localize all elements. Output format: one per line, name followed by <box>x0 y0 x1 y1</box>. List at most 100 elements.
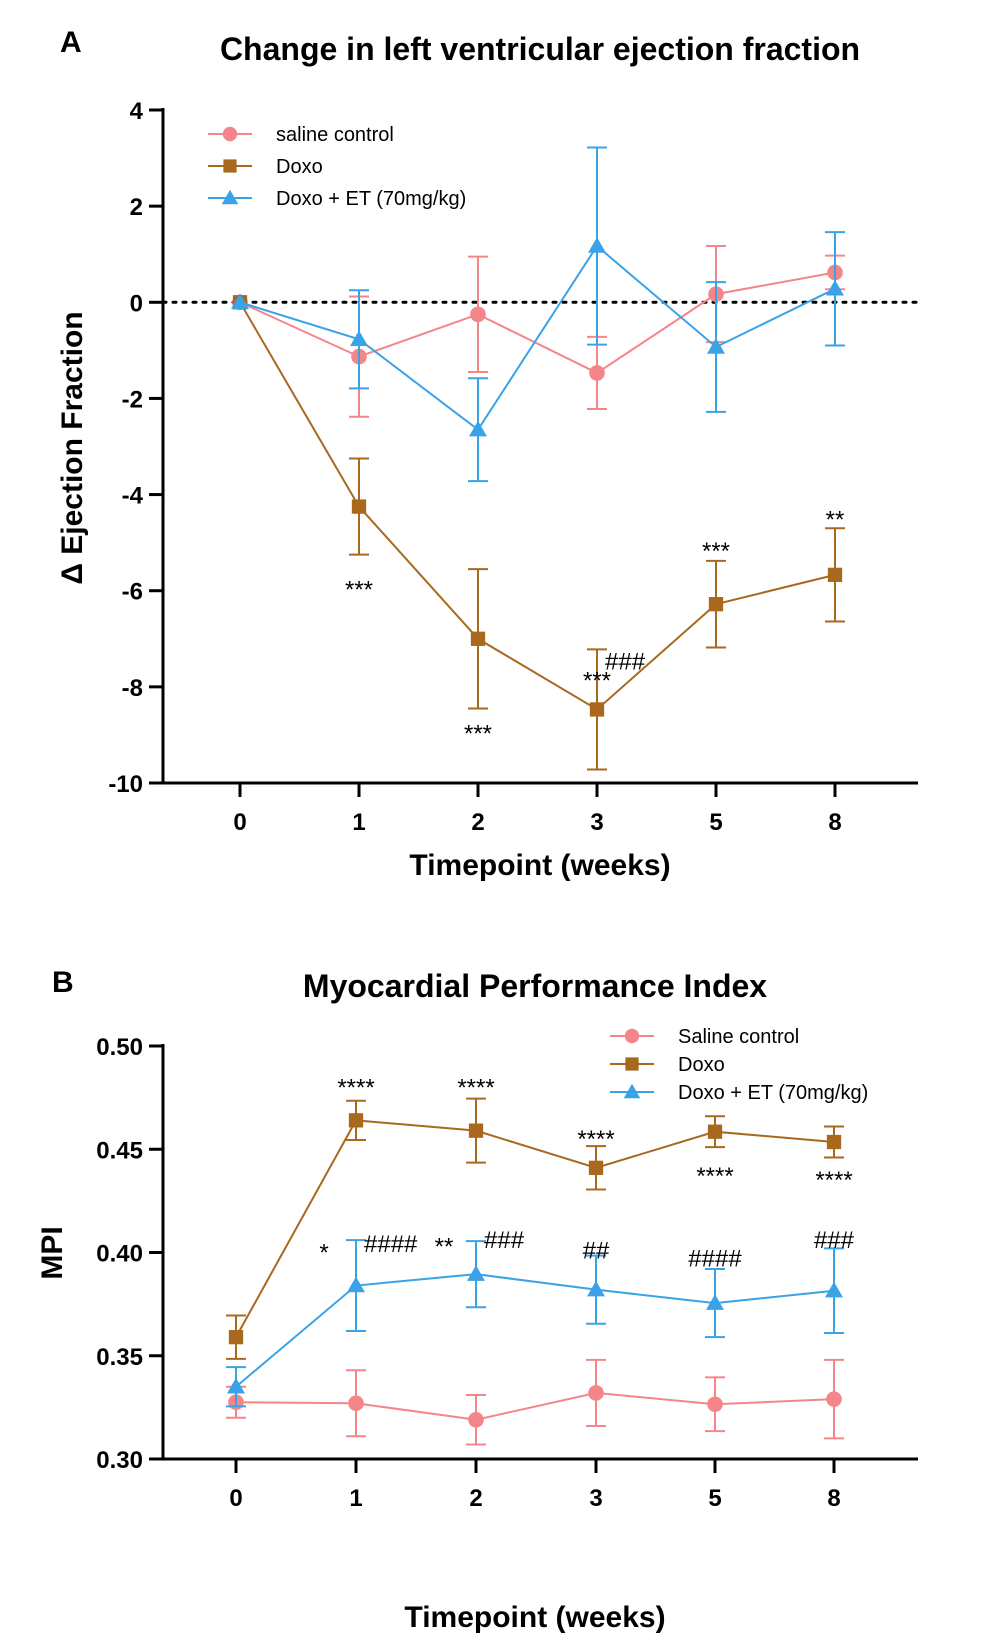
panel-a-legend-marker <box>221 189 239 205</box>
panel-a-y-axis-label: Δ Ejection Fraction <box>56 311 89 584</box>
panel-b-series-line <box>235 1119 835 1338</box>
panel-b-y-axis-label: MPI <box>36 1226 69 1279</box>
panel-a-significance-annotation: *** <box>464 721 492 748</box>
panel-a-x-tick-label: 2 <box>471 809 484 836</box>
panel-b-x-tick-label: 1 <box>349 1485 362 1512</box>
panel-a-chart: A Change in left ventricular ejection fra… <box>56 26 920 882</box>
panel-a-y-tick-label: -2 <box>122 386 143 413</box>
panel-b-x-tick-label: 3 <box>589 1485 602 1512</box>
panel-a-legend-label: Doxo + ET (70mg/kg) <box>276 188 466 210</box>
panel-b-significance-annotation: **** <box>696 1163 733 1190</box>
panel-a-legend-label: Doxo <box>276 156 323 178</box>
panel-a-data-point <box>827 567 843 583</box>
panel-b-data-point <box>348 1395 364 1412</box>
panel-b-chart: B Myocardial Performance Index 0.50 0.45 0.4… <box>36 966 918 1634</box>
panel-b-data-point <box>588 1385 604 1401</box>
panel-a-significance-annotation: *** <box>345 576 373 603</box>
panel-b-significance-annotation: #### <box>688 1246 742 1273</box>
panel-b-series-1 <box>226 1097 844 1360</box>
panel-b-data-point <box>228 1330 244 1345</box>
panel-b-data-point <box>706 1294 724 1310</box>
panel-a-x-tick-label: 8 <box>828 809 841 836</box>
panel-a-x-tick-label: 3 <box>590 809 603 836</box>
panel-a-title: Change in left ventricular ejection frac… <box>220 31 860 67</box>
panel-b-data-point <box>826 1134 842 1150</box>
panel-b-legend-label: Doxo <box>678 1054 725 1076</box>
panel-b-legend-label: Saline control <box>678 1026 799 1048</box>
panel-b-significance-annotation: **** <box>337 1074 374 1101</box>
panel-b-significance-annotation: ### <box>484 1227 525 1254</box>
panel-a-significance-annotation: ** <box>826 507 845 534</box>
panel-a-data-point <box>351 499 367 514</box>
panel-a-y-tick-label: -4 <box>122 483 144 510</box>
panel-a-series-line <box>239 244 836 432</box>
panel-b-y-tick-label: 0.30 <box>96 1447 143 1474</box>
panel-a-significance-annotation: *** <box>702 538 730 565</box>
panel-b-legend-marker <box>624 1028 640 1044</box>
panel-b-series-2 <box>226 1239 844 1408</box>
panel-b-y-tick-label: 0.40 <box>96 1241 143 1268</box>
panel-a-x-axis-label: Timepoint (weeks) <box>409 849 670 882</box>
panel-b-data-point <box>588 1160 604 1175</box>
panel-b-significance-annotation: * <box>319 1239 328 1266</box>
panel-a-series-line <box>239 271 836 375</box>
panel-a-letter: A <box>60 26 82 59</box>
panel-a-y-tick-label: 0 <box>130 290 143 317</box>
panel-a-data-point <box>708 597 724 612</box>
panel-a-data-point <box>589 365 605 381</box>
panel-a-legend-label: saline control <box>276 124 394 146</box>
panel-a-data-point <box>350 330 368 347</box>
panel-b-legend-marker <box>625 1057 639 1071</box>
panel-b-data-point <box>587 1280 605 1297</box>
panel-b-data-point <box>707 1396 723 1413</box>
panel-b-data-point <box>825 1281 843 1298</box>
panel-b-significance-annotation: ** <box>435 1233 454 1260</box>
panel-b-x-tick-label: 5 <box>708 1485 721 1512</box>
panel-b-significance-annotation: **** <box>577 1126 614 1153</box>
panel-b-x-axis-label: Timepoint (weeks) <box>404 1601 665 1634</box>
panel-a-y-tick-label: -10 <box>108 771 143 798</box>
panel-b-series-line <box>235 1273 835 1388</box>
panel-a-data-point <box>231 293 249 310</box>
panel-a-series-line <box>239 301 836 711</box>
panel-b-significance-annotation: #### <box>364 1231 418 1258</box>
panel-a-y-tick-label: -6 <box>122 579 143 606</box>
panel-a-y-tick-label: 2 <box>130 194 143 221</box>
panel-a-legend-marker <box>222 126 238 142</box>
panel-b-y-tick-label: 0.35 <box>96 1344 143 1371</box>
panel-b-series-line <box>235 1391 835 1421</box>
panel-b-significance-annotation: ## <box>583 1237 610 1264</box>
panel-a-data-point <box>469 420 487 437</box>
panel-b-data-point <box>348 1113 364 1128</box>
panel-a-x-tick-label: 0 <box>233 809 246 836</box>
panel-a-data-point <box>470 306 486 323</box>
panel-b-letter: B <box>52 966 74 999</box>
panel-b-data-point <box>468 1411 484 1428</box>
panel-a-data-point <box>589 702 605 717</box>
panel-b-data-point <box>707 1124 723 1139</box>
panel-b-series-0 <box>226 1358 844 1446</box>
panel-b-x-tick-label: 8 <box>827 1485 840 1512</box>
panel-b-y-tick-label: 0.50 <box>96 1034 143 1061</box>
panel-b-y-tick-label: 0.45 <box>96 1137 143 1164</box>
panel-b-legend-label: Doxo + ET (70mg/kg) <box>678 1082 868 1104</box>
panel-a-series-2 <box>231 146 845 483</box>
panel-a-significance-annotation: *** <box>583 668 611 695</box>
panel-a-data-point <box>826 279 844 296</box>
panel-b-data-point <box>468 1123 484 1138</box>
panel-b-significance-annotation: **** <box>815 1167 852 1194</box>
panel-a-significance-annotation: ### <box>605 648 646 675</box>
panel-a-y-tick-label: -8 <box>122 675 143 702</box>
panel-b-significance-annotation: ### <box>814 1227 855 1254</box>
panel-b-data-point <box>467 1265 485 1281</box>
panel-a-data-point <box>707 338 725 354</box>
panel-b-title: Myocardial Performance Index <box>303 968 767 1004</box>
panel-b-significance-annotation: **** <box>457 1074 494 1101</box>
panel-a-x-tick-label: 1 <box>352 809 365 836</box>
panel-b-data-point <box>227 1377 245 1394</box>
panel-b-x-tick-label: 2 <box>469 1485 482 1512</box>
panel-a-data-point <box>588 237 606 253</box>
panel-a-x-tick-label: 5 <box>709 809 722 836</box>
panel-a-y-tick-label: 4 <box>130 98 144 125</box>
